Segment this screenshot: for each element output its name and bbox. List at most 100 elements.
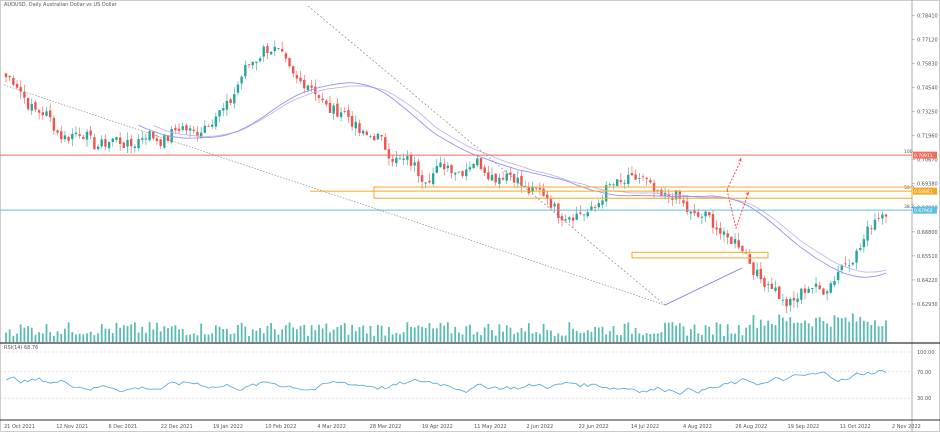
volume-bar <box>693 324 696 342</box>
candle <box>328 102 332 114</box>
volume-bar <box>406 322 409 342</box>
volume-bar <box>723 335 725 342</box>
volume-bar <box>262 333 265 342</box>
candle <box>185 125 188 131</box>
candle <box>93 137 96 150</box>
volume-bar <box>568 322 571 342</box>
candle <box>395 157 398 164</box>
candle <box>487 172 490 180</box>
candle <box>192 129 195 131</box>
volume-bar <box>712 334 714 342</box>
candle <box>733 239 737 244</box>
volume-bar <box>100 324 103 342</box>
candle <box>104 139 107 147</box>
candle <box>763 277 766 288</box>
volume-bar <box>818 317 821 342</box>
candle <box>744 252 748 254</box>
volume-bar <box>192 333 195 342</box>
candle <box>332 105 335 114</box>
date-tick-label: 6 Dec 2021 <box>108 424 137 430</box>
candle <box>498 177 501 184</box>
volume-bar <box>369 325 372 342</box>
candle <box>450 164 453 174</box>
supply-demand-zone <box>631 251 769 259</box>
volume-bar <box>774 325 777 342</box>
volume-bar <box>796 322 799 342</box>
volume-bar <box>520 327 523 342</box>
volume-bar <box>413 327 416 342</box>
candle <box>439 162 442 168</box>
volume-bar <box>689 329 692 342</box>
candle <box>461 171 464 176</box>
projection-path <box>726 159 742 191</box>
candle <box>693 210 696 214</box>
volume-bar <box>789 317 792 342</box>
volume-bar <box>546 329 549 342</box>
volume-bar <box>207 334 210 342</box>
volume-bar <box>719 324 722 342</box>
candle <box>34 102 37 110</box>
candle <box>866 226 869 241</box>
volume-bar <box>844 317 847 342</box>
volume-bar <box>424 327 427 342</box>
volume-bar <box>251 329 254 342</box>
candle <box>45 111 48 116</box>
candle <box>262 46 265 57</box>
candle <box>722 231 726 235</box>
support-trendline <box>664 267 743 306</box>
candle <box>303 79 306 89</box>
candle <box>520 175 523 186</box>
rsi-tick-label: 30.00 <box>917 396 931 402</box>
moving-average-fast <box>138 82 887 278</box>
volume-bar <box>748 324 751 342</box>
volume-bar <box>763 325 766 342</box>
candle <box>247 64 251 66</box>
price-tick-label: 0.62930 <box>917 302 938 308</box>
volume-bar <box>874 320 876 342</box>
volume-bar <box>667 322 670 342</box>
candle <box>339 112 343 118</box>
candle <box>719 227 722 234</box>
volume-bar <box>483 327 486 342</box>
volume-bar <box>579 333 582 342</box>
candle <box>71 133 74 140</box>
candle <box>616 179 619 186</box>
volume-bar <box>104 328 107 342</box>
moving-average-slow <box>153 85 887 273</box>
volume-bar <box>41 333 44 342</box>
volume-bar <box>295 329 298 342</box>
candle <box>549 199 553 208</box>
volume-bar <box>19 324 22 342</box>
volume-bar <box>759 319 762 342</box>
date-tick-label: 19 Sep 2022 <box>788 424 820 430</box>
volume-bar <box>608 331 611 342</box>
candle <box>877 218 880 219</box>
volume-bar <box>170 326 173 342</box>
volume-bar <box>410 326 412 342</box>
candle <box>284 53 288 59</box>
volume-bar <box>682 326 685 342</box>
candle <box>623 183 626 184</box>
volume-bar <box>443 325 446 342</box>
volume-bar <box>807 323 810 342</box>
volume-bar <box>156 322 158 342</box>
candle <box>641 176 645 178</box>
volume-bar <box>226 328 228 342</box>
volume-bar <box>203 334 206 342</box>
volume-bar <box>307 335 309 342</box>
candle <box>711 214 715 228</box>
volume-bar <box>837 317 840 342</box>
candle <box>155 138 159 142</box>
volume-bar <box>638 333 641 342</box>
volume-bar <box>111 333 114 342</box>
candle <box>465 169 468 177</box>
candle <box>755 269 759 277</box>
volume-bar <box>49 332 52 342</box>
volume-bar <box>218 326 221 342</box>
candle <box>774 287 777 291</box>
volume-bar <box>446 322 449 342</box>
volume-bar <box>86 333 88 342</box>
volume-bar <box>336 327 339 342</box>
candle <box>593 207 597 208</box>
